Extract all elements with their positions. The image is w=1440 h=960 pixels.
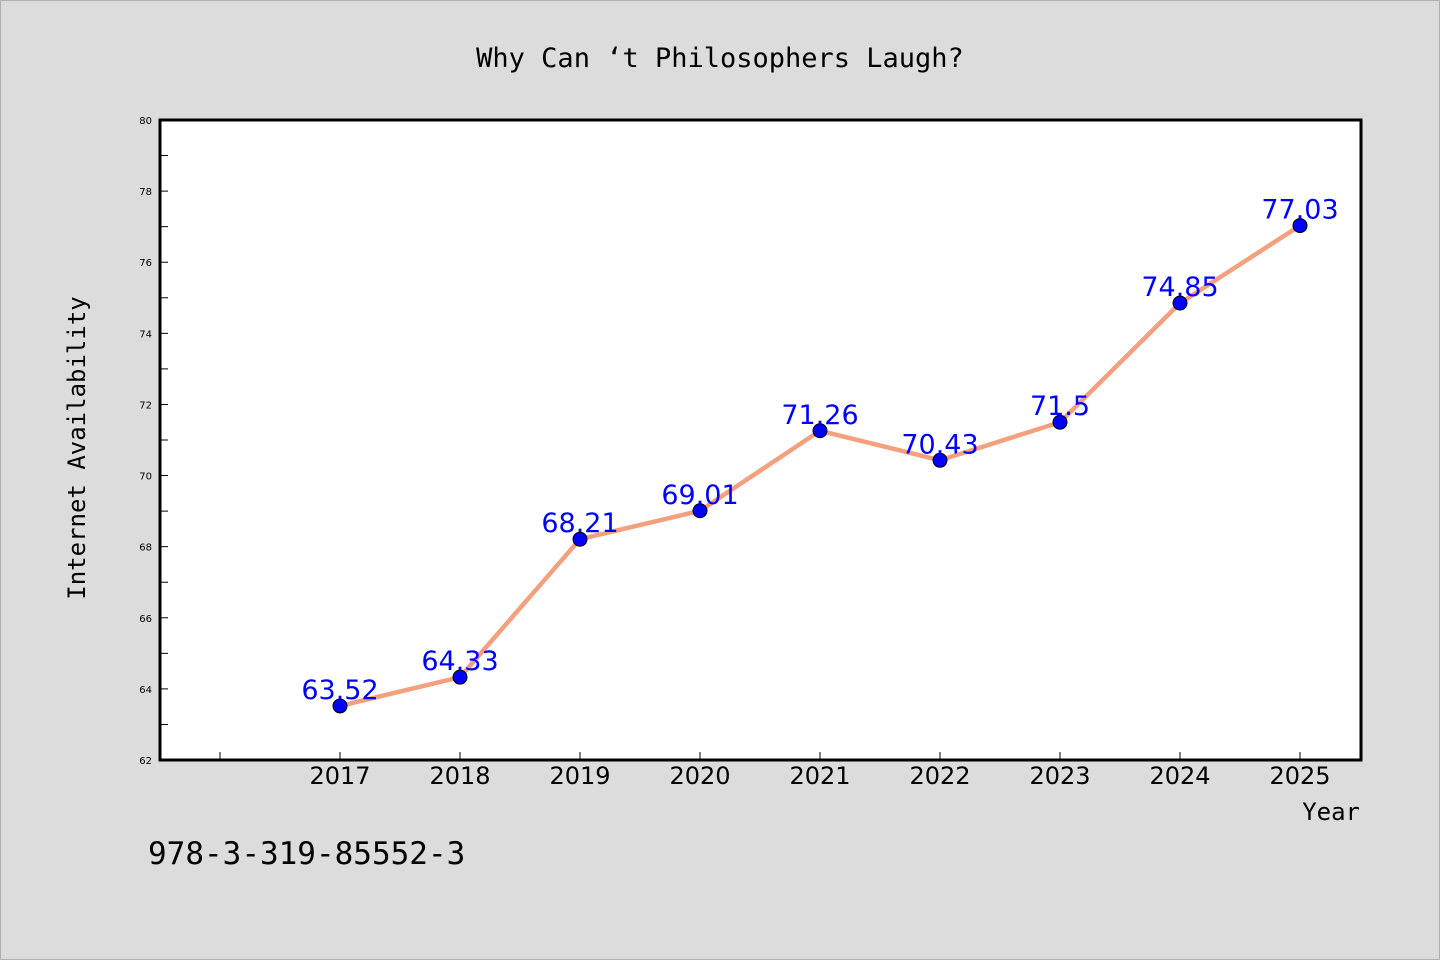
footer-code: 978-3-319-85552-3 bbox=[148, 836, 465, 872]
chart-title: Why Can ‘t Philosophers Laugh? bbox=[476, 43, 964, 74]
y-tick-label: 68 bbox=[139, 543, 152, 554]
data-label: 69.01 bbox=[661, 480, 738, 511]
y-tick-label: 80 bbox=[139, 116, 152, 127]
x-tick-label: 2024 bbox=[1149, 762, 1210, 790]
x-axis: 2017 2018 2019 2020 2021 2022 2023 2024 2025 bbox=[219, 752, 1331, 790]
y-tick-label: 70 bbox=[139, 472, 152, 483]
y-axis-label: Internet Availability bbox=[63, 296, 91, 599]
x-tick-label: 2023 bbox=[1029, 762, 1090, 790]
x-tick-label: 2021 bbox=[789, 762, 850, 790]
data-label: 70.43 bbox=[901, 429, 978, 460]
data-label: 64.33 bbox=[421, 646, 498, 677]
data-label: 77.03 bbox=[1261, 195, 1338, 226]
y-tick-label: 78 bbox=[139, 187, 152, 198]
data-points bbox=[332, 218, 1308, 714]
data-label: 63.52 bbox=[301, 675, 378, 706]
data-point bbox=[1292, 218, 1308, 234]
x-tick-label: 2020 bbox=[669, 762, 730, 790]
y-tick-label: 76 bbox=[139, 258, 152, 269]
x-tick-label: 2019 bbox=[549, 762, 610, 790]
y-axis: 62 64 66 68 70 72 74 76 78 80 bbox=[139, 116, 168, 767]
data-point bbox=[332, 698, 348, 714]
y-tick-label: 64 bbox=[139, 685, 152, 696]
data-label: 71.5 bbox=[1030, 391, 1090, 422]
plot-area bbox=[160, 120, 1361, 760]
x-axis-label: Year bbox=[1302, 798, 1360, 826]
data-point bbox=[812, 423, 828, 439]
x-tick-label: 2018 bbox=[429, 762, 490, 790]
data-point bbox=[932, 452, 948, 468]
plot-frame bbox=[158, 118, 1363, 762]
y-tick-label: 66 bbox=[139, 614, 152, 625]
data-labels: 63.52 64.33 68.21 69.01 71.26 70.43 71.5 74.85 7… bbox=[301, 195, 1338, 706]
data-point bbox=[1052, 414, 1068, 430]
data-label: 74.85 bbox=[1141, 272, 1218, 303]
data-point bbox=[692, 503, 708, 519]
y-tick-label: 62 bbox=[139, 756, 152, 767]
data-point bbox=[1172, 295, 1188, 311]
y-tick-label: 72 bbox=[139, 400, 152, 411]
data-label: 71.26 bbox=[781, 400, 858, 431]
y-tick-label: 74 bbox=[139, 329, 152, 340]
x-tick-label: 2022 bbox=[909, 762, 970, 790]
x-tick-label: 2017 bbox=[309, 762, 370, 790]
x-tick-label: 2025 bbox=[1269, 762, 1330, 790]
data-point bbox=[452, 669, 468, 685]
data-label: 68.21 bbox=[541, 508, 618, 539]
data-point bbox=[572, 531, 588, 547]
